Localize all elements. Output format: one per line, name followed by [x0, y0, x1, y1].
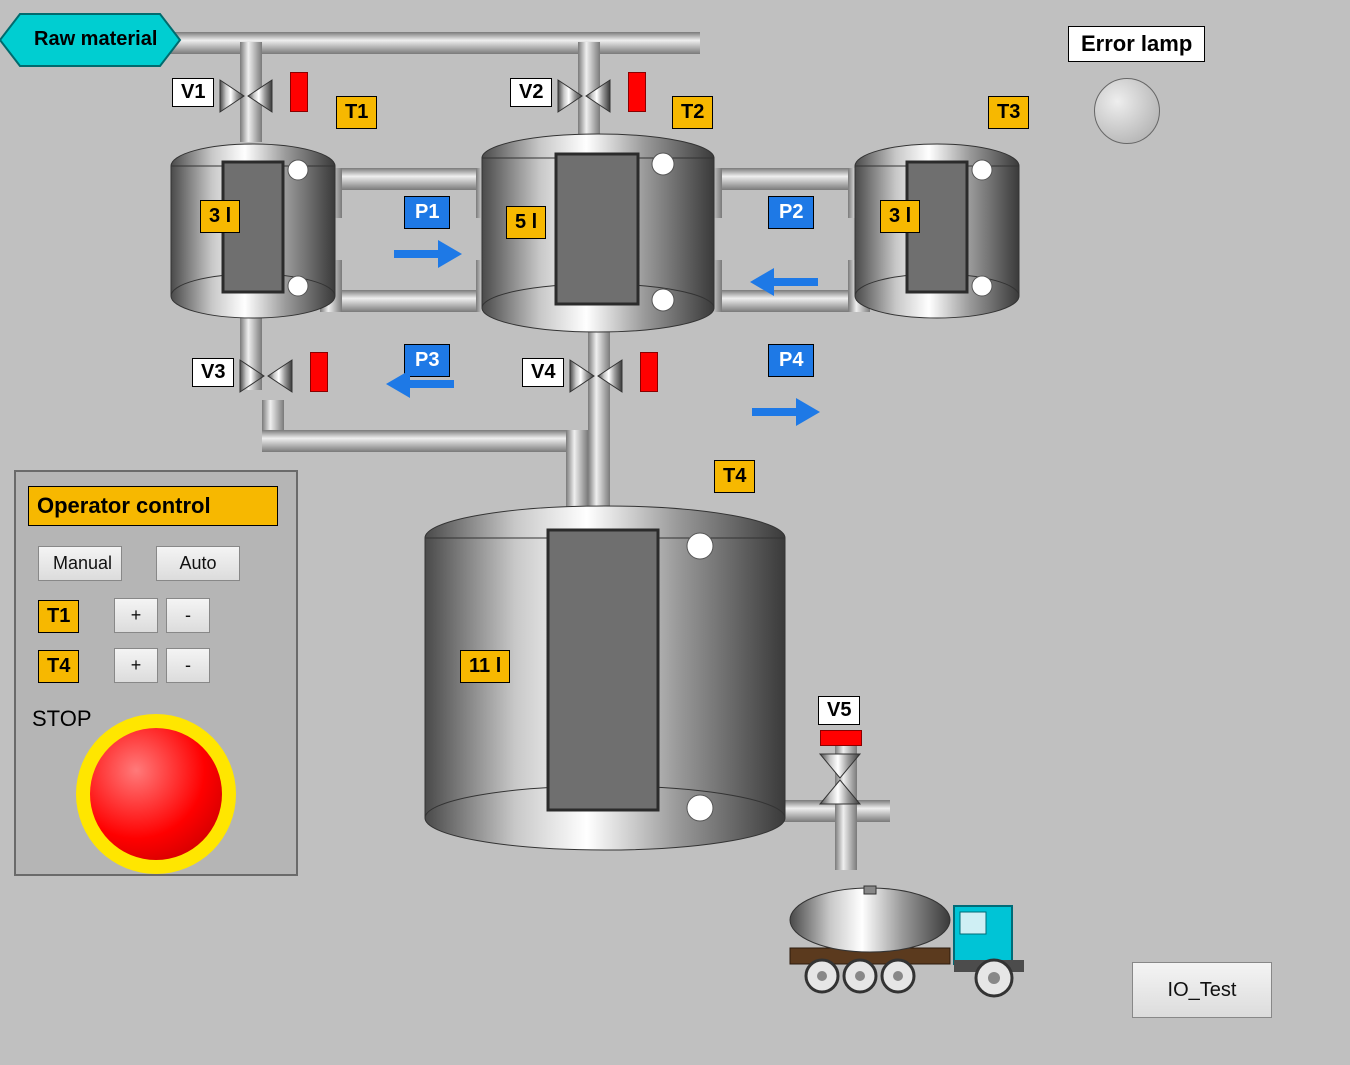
- manual-button[interactable]: Manual: [38, 546, 122, 581]
- T1-plus-button[interactable]: +: [114, 598, 158, 633]
- volume-T3: 3 l: [880, 200, 920, 233]
- valve-V4[interactable]: [566, 354, 626, 398]
- tanker-truck: [780, 850, 1040, 1000]
- operator-panel: Operator control Manual Auto T1 + - T4 +…: [14, 470, 298, 876]
- label-P2: P2: [768, 196, 814, 229]
- volume-T2: 5 l: [506, 206, 546, 239]
- arrow-P2: [748, 268, 818, 296]
- label-T4: T4: [714, 460, 755, 493]
- label-P1: P1: [404, 196, 450, 229]
- pipe: [320, 290, 500, 312]
- auto-button[interactable]: Auto: [156, 546, 240, 581]
- T4-plus-button[interactable]: +: [114, 648, 158, 683]
- error-lamp-label: Error lamp: [1068, 26, 1205, 62]
- volume-T4: 11 l: [460, 650, 510, 683]
- label-T3: T3: [988, 96, 1029, 129]
- tank-T3: [852, 138, 1022, 328]
- valve-V1-indicator: [290, 72, 308, 112]
- stop-button[interactable]: [76, 714, 236, 874]
- pipe: [140, 32, 700, 54]
- valve-V3[interactable]: [236, 354, 296, 398]
- valve-V2-indicator: [628, 72, 646, 112]
- T4-minus-button[interactable]: -: [166, 648, 210, 683]
- io-test-button[interactable]: IO_Test: [1132, 962, 1272, 1018]
- raw-material-label: Raw material: [34, 28, 157, 51]
- valve-V2[interactable]: [554, 74, 614, 118]
- label-V2: V2: [510, 78, 552, 107]
- row-T4-label: T4: [38, 650, 79, 683]
- pipe: [588, 320, 610, 510]
- valve-V4-indicator: [640, 352, 658, 392]
- label-V4: V4: [522, 358, 564, 387]
- volume-T1: 3 l: [200, 200, 240, 233]
- valve-V1[interactable]: [216, 74, 276, 118]
- pipe: [320, 168, 500, 190]
- arrow-P1: [394, 240, 464, 268]
- arrow-P3: [384, 370, 454, 398]
- valve-V5-indicator: [820, 730, 862, 746]
- label-T1: T1: [336, 96, 377, 129]
- tank-T1: [168, 138, 338, 328]
- pipe: [700, 168, 870, 190]
- pipe: [262, 430, 586, 452]
- label-V1: V1: [172, 78, 214, 107]
- arrow-P4: [752, 398, 822, 426]
- T1-minus-button[interactable]: -: [166, 598, 210, 633]
- label-V5: V5: [818, 696, 860, 725]
- label-V3: V3: [192, 358, 234, 387]
- panel-title: Operator control: [28, 486, 278, 526]
- valve-V3-indicator: [310, 352, 328, 392]
- label-T2: T2: [672, 96, 713, 129]
- label-P4: P4: [768, 344, 814, 377]
- row-T1-label: T1: [38, 600, 79, 633]
- error-lamp: [1094, 78, 1160, 144]
- valve-V5[interactable]: [810, 740, 870, 810]
